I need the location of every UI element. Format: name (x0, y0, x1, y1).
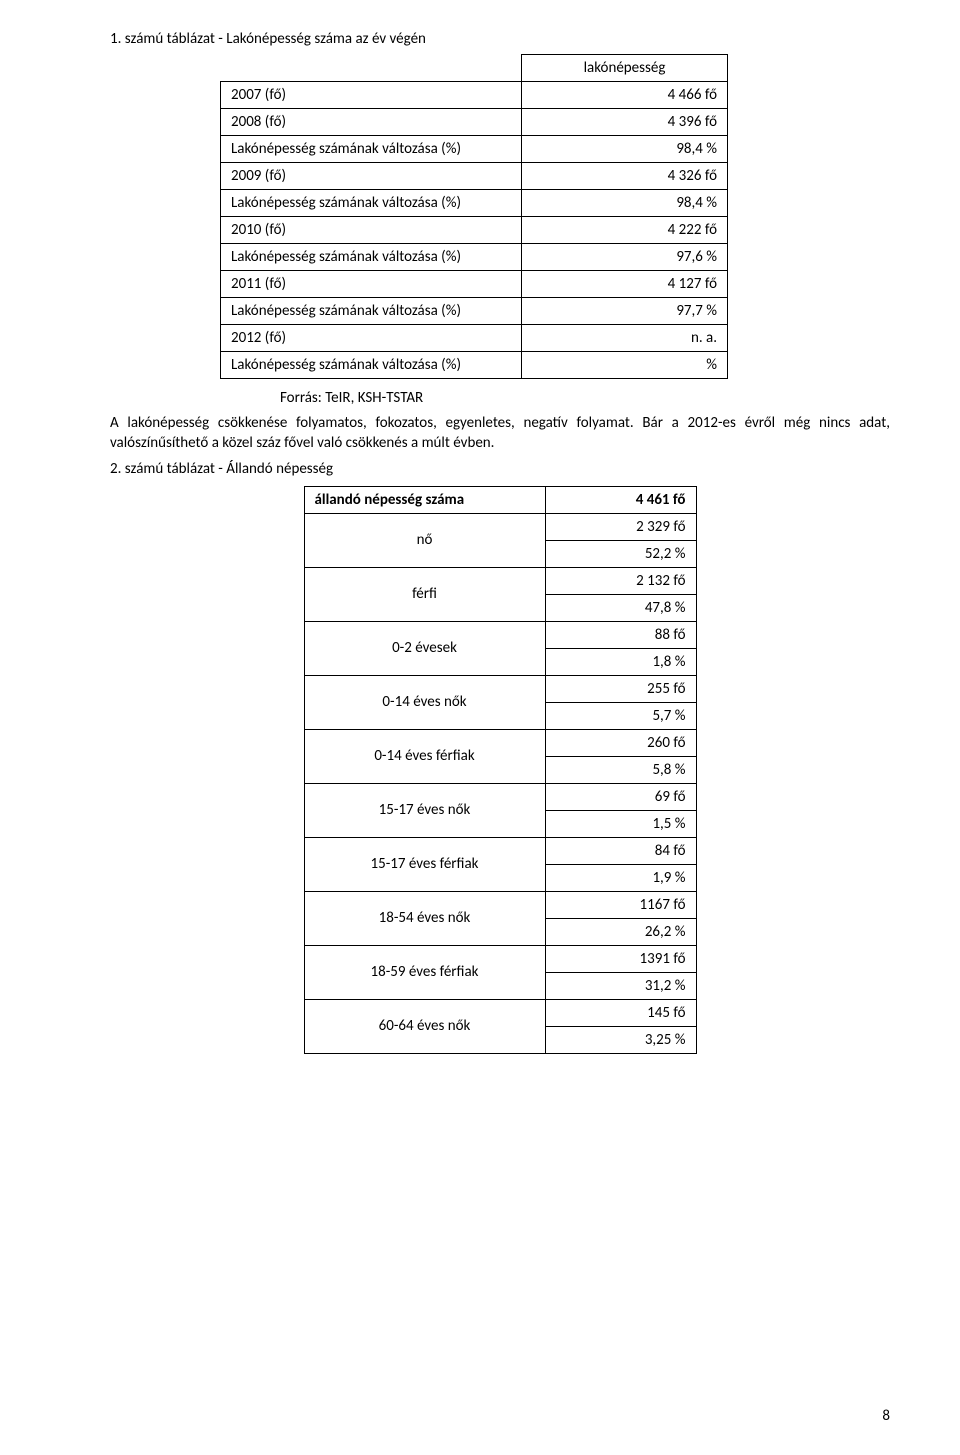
table2: állandó népesség száma4 461 főnő2 329 fő… (304, 486, 697, 1054)
table1-row-value: n. a. (522, 325, 728, 352)
table2-header-value: 4 461 fő (545, 486, 696, 513)
table1-row-label: 2012 (fő) (221, 325, 522, 352)
table2-group-count: 84 fő (545, 837, 696, 864)
table2-group-percent: 52,2 % (545, 540, 696, 567)
source-line: Forrás: TeIR, KSH-TSTAR (280, 389, 890, 407)
page-number: 8 (882, 1407, 890, 1425)
table1: lakónépesség2007 (fő)4 466 fő2008 (fő)4 … (220, 54, 728, 379)
table2-group-label: 0-14 éves férfiak (304, 729, 545, 783)
table2-group-label: 15-17 éves nők (304, 783, 545, 837)
table1-empty-cell (221, 55, 522, 82)
table1-row-label: 2011 (fő) (221, 271, 522, 298)
table1-row-label: 2010 (fő) (221, 217, 522, 244)
table2-group-count: 2 329 fő (545, 513, 696, 540)
table2-group-percent: 3,25 % (545, 1026, 696, 1053)
paragraph-text: A lakónépesség csökkenése folyamatos, fo… (110, 413, 890, 454)
table2-group-count: 1167 fő (545, 891, 696, 918)
table1-row-label: Lakónépesség számának változása (%) (221, 244, 522, 271)
table2-group-percent: 1,9 % (545, 864, 696, 891)
table2-group-count: 88 fő (545, 621, 696, 648)
table2-group-percent: 5,7 % (545, 702, 696, 729)
table1-row-value: 97,6 % (522, 244, 728, 271)
table2-group-percent: 1,8 % (545, 648, 696, 675)
table2-group-percent: 31,2 % (545, 972, 696, 999)
table2-group-percent: 26,2 % (545, 918, 696, 945)
table2-group-label: 15-17 éves férfiak (304, 837, 545, 891)
table1-row-value: 4 466 fő (522, 82, 728, 109)
document-page: 1. számú táblázat - Lakónépesség száma a… (0, 0, 960, 1455)
table2-group-count: 255 fő (545, 675, 696, 702)
table1-row-value: 98,4 % (522, 190, 728, 217)
table2-group-count: 145 fő (545, 999, 696, 1026)
table1-row-value: 4 222 fő (522, 217, 728, 244)
table2-group-label: férfi (304, 567, 545, 621)
table2-group-label: 60-64 éves nők (304, 999, 545, 1053)
table2-group-count: 2 132 fő (545, 567, 696, 594)
table2-group-count: 260 fő (545, 729, 696, 756)
table1-header: lakónépesség (522, 55, 728, 82)
table1-row-label: Lakónépesség számának változása (%) (221, 352, 522, 379)
table1-row-value: 97,7 % (522, 298, 728, 325)
table2-group-count: 69 fő (545, 783, 696, 810)
table2-group-label: 0-2 évesek (304, 621, 545, 675)
table2-title: 2. számú táblázat - Állandó népesség (110, 460, 890, 478)
table1-row-label: 2009 (fő) (221, 163, 522, 190)
table1-row-label: 2007 (fő) (221, 82, 522, 109)
table2-group-percent: 1,5 % (545, 810, 696, 837)
table1-title: 1. számú táblázat - Lakónépesség száma a… (110, 30, 890, 48)
table1-row-value: % (522, 352, 728, 379)
table2-header-label: állandó népesség száma (304, 486, 545, 513)
table1-row-value: 98,4 % (522, 136, 728, 163)
table2-group-label: nő (304, 513, 545, 567)
table1-row-value: 4 396 fő (522, 109, 728, 136)
table1-row-value: 4 127 fő (522, 271, 728, 298)
table1-row-label: Lakónépesség számának változása (%) (221, 136, 522, 163)
table2-group-percent: 47,8 % (545, 594, 696, 621)
table1-row-label: Lakónépesség számának változása (%) (221, 190, 522, 217)
table1-row-label: 2008 (fő) (221, 109, 522, 136)
table2-group-percent: 5,8 % (545, 756, 696, 783)
table1-row-value: 4 326 fő (522, 163, 728, 190)
table2-group-label: 0-14 éves nők (304, 675, 545, 729)
table2-group-label: 18-59 éves férfiak (304, 945, 545, 999)
table1-row-label: Lakónépesség számának változása (%) (221, 298, 522, 325)
table2-group-label: 18-54 éves nők (304, 891, 545, 945)
table2-group-count: 1391 fő (545, 945, 696, 972)
